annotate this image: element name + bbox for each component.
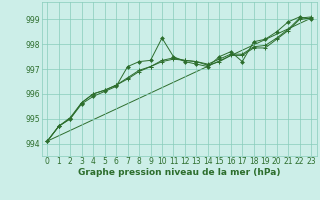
X-axis label: Graphe pression niveau de la mer (hPa): Graphe pression niveau de la mer (hPa)	[78, 168, 280, 177]
